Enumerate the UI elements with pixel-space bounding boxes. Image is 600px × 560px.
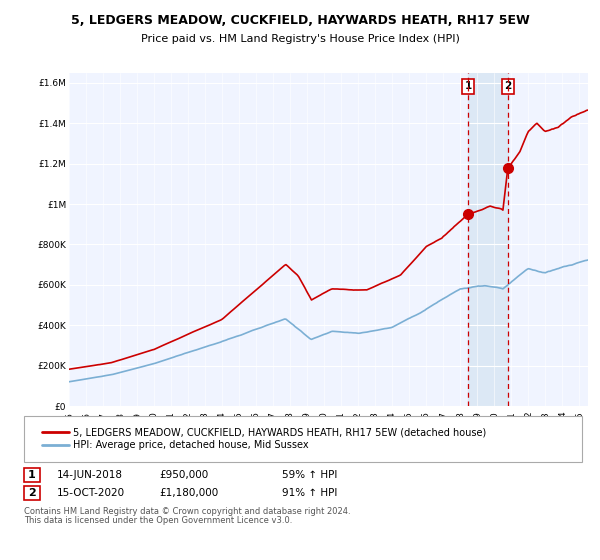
Text: Price paid vs. HM Land Registry's House Price Index (HPI): Price paid vs. HM Land Registry's House … [140, 34, 460, 44]
Text: Contains HM Land Registry data © Crown copyright and database right 2024.: Contains HM Land Registry data © Crown c… [24, 507, 350, 516]
Text: 91% ↑ HPI: 91% ↑ HPI [282, 488, 337, 498]
Text: 1: 1 [464, 81, 472, 91]
Text: 5, LEDGERS MEADOW, CUCKFIELD, HAYWARDS HEATH, RH17 5EW: 5, LEDGERS MEADOW, CUCKFIELD, HAYWARDS H… [71, 14, 529, 27]
Text: £1,180,000: £1,180,000 [159, 488, 218, 498]
Text: 14-JUN-2018: 14-JUN-2018 [57, 470, 123, 480]
Bar [468, 73, 508, 406]
Text: 5, LEDGERS MEADOW, CUCKFIELD, HAYWARDS HEATH, RH17 5EW (detached house): 5, LEDGERS MEADOW, CUCKFIELD, HAYWARDS H… [73, 427, 487, 437]
Text: 2: 2 [504, 81, 511, 91]
Text: 1: 1 [28, 470, 35, 480]
Text: 15-OCT-2020: 15-OCT-2020 [57, 488, 125, 498]
Text: 2: 2 [28, 488, 35, 498]
Text: This data is licensed under the Open Government Licence v3.0.: This data is licensed under the Open Gov… [24, 516, 292, 525]
Text: HPI: Average price, detached house, Mid Sussex: HPI: Average price, detached house, Mid … [73, 440, 309, 450]
Text: 59% ↑ HPI: 59% ↑ HPI [282, 470, 337, 480]
Text: £950,000: £950,000 [159, 470, 208, 480]
